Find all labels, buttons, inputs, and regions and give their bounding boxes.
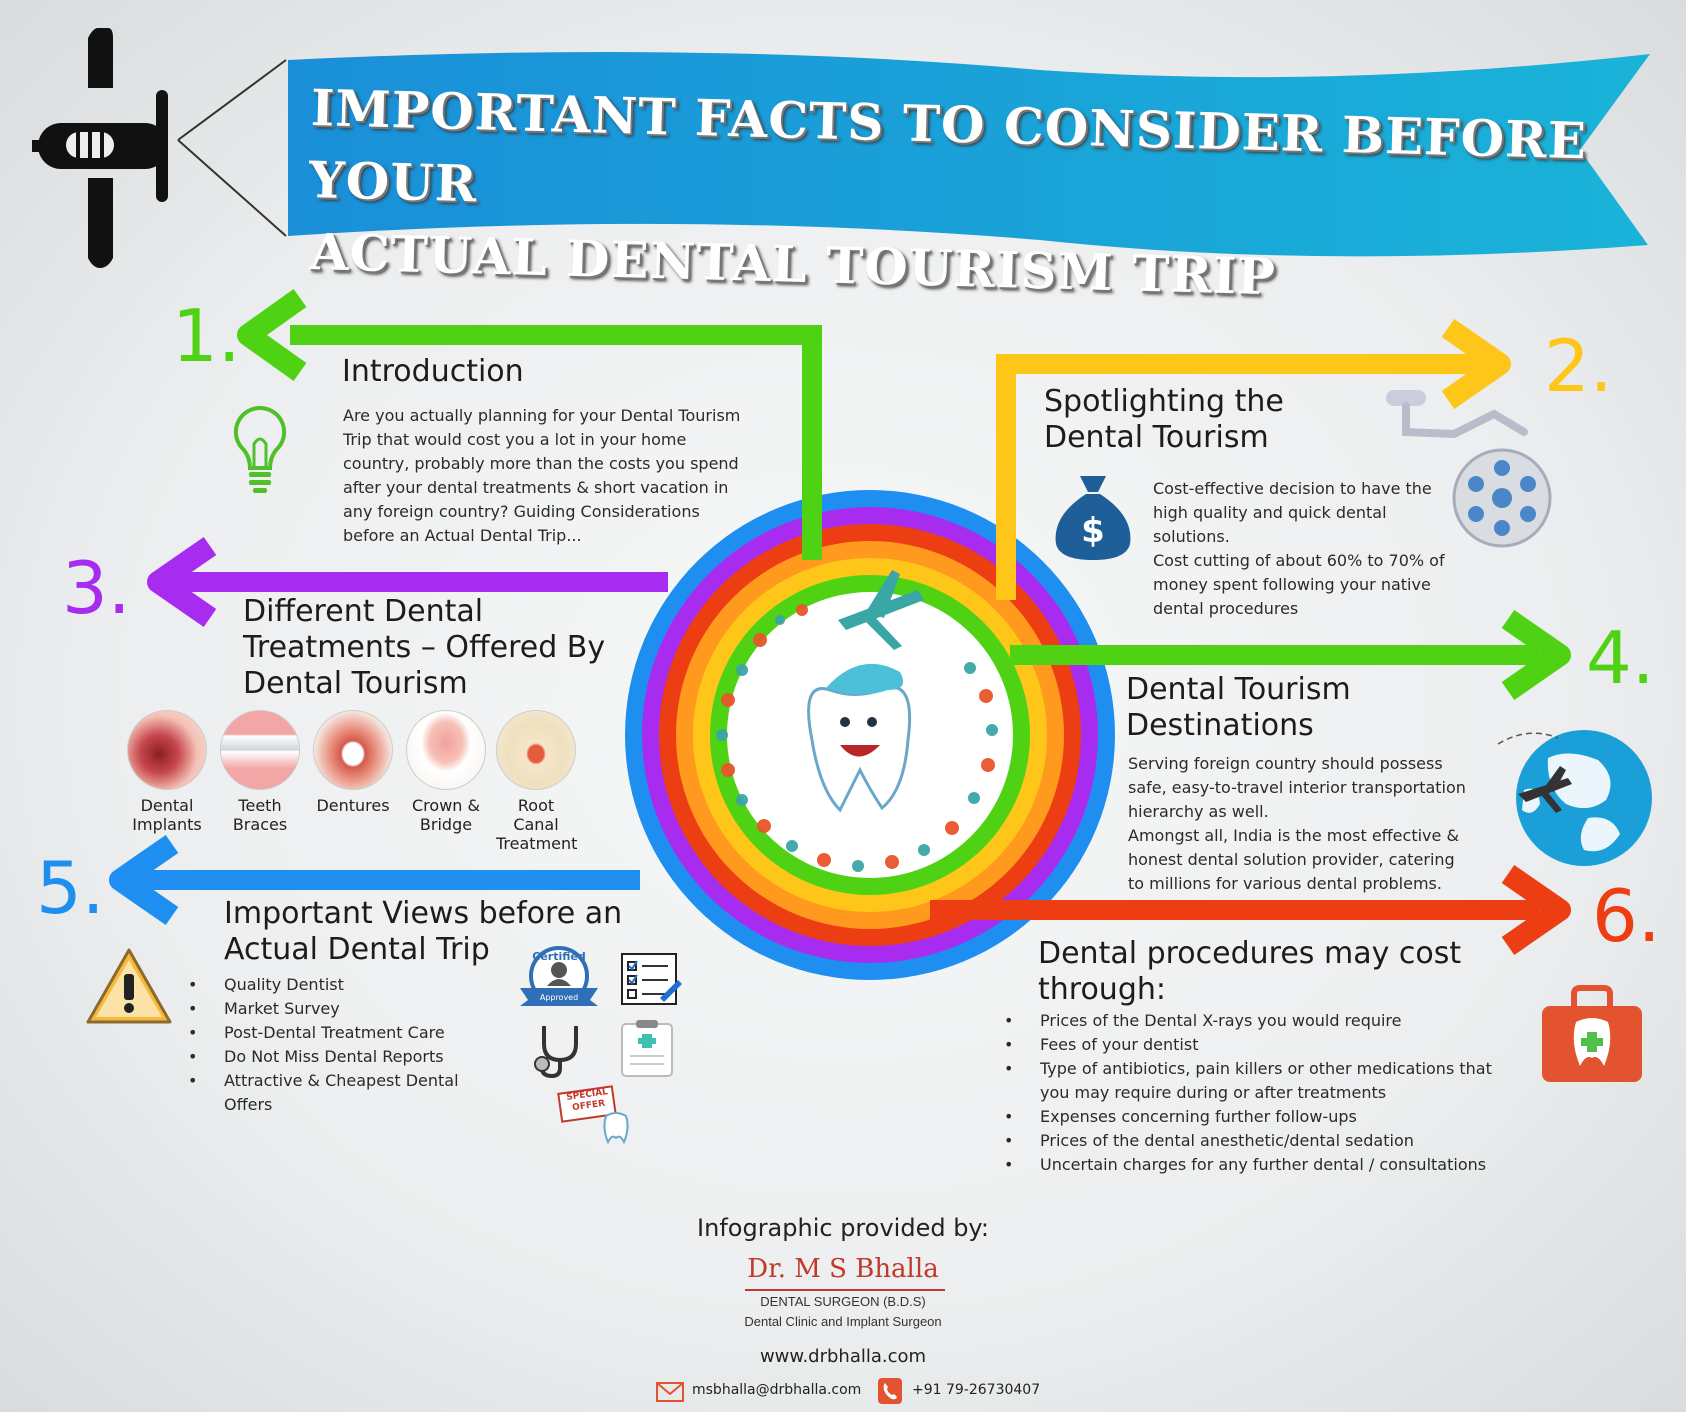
tooth-mascot-icon [807, 663, 912, 813]
treatment-label: Teeth Braces [232, 796, 288, 834]
section-2-body-1: Cost-effective decision to have the high… [1153, 479, 1432, 546]
treatment-crown-bridge: Crown & Bridge [406, 710, 486, 834]
list-item: Quality Dentist [188, 973, 488, 997]
section-1-body: Are you actually planning for your Denta… [343, 406, 741, 545]
warning-icon [86, 948, 172, 1024]
list-item: Type of antibiotics, pain killers or oth… [1004, 1057, 1524, 1105]
tow-lines [177, 59, 287, 237]
treatment-label: Crown & Bridge [412, 796, 480, 834]
list-item: Prices of the Dental X-rays you would re… [1004, 1009, 1524, 1033]
first-aid-kit-icon [1542, 985, 1642, 1082]
small-tooth-icon [603, 1112, 629, 1145]
clipboard-icon [621, 1020, 673, 1077]
provided-by-label: Infographic provided by: [697, 1214, 989, 1242]
list-item: Market Survey [188, 997, 488, 1021]
list-item: Attractive & Cheapest Dental Offers [188, 1069, 488, 1117]
doctor-qualification: DENTAL SURGEON (B.D.S) [760, 1294, 926, 1309]
list-item: Post-Dental Treatment Care [188, 1021, 488, 1045]
treatment-label: Root Canal Treatment [496, 796, 578, 853]
contact-email[interactable]: msbhalla@drbhalla.com [692, 1382, 862, 1398]
section-3-title: Different Dental Treatments – Offered By… [243, 594, 606, 701]
money-bag-icon: $ [1055, 476, 1131, 560]
list-item: Expenses concerning further follow-ups [1004, 1105, 1524, 1129]
phone-icon [878, 1378, 902, 1404]
lightbulb-icon [233, 405, 287, 493]
list-item: Do Not Miss Dental Reports [188, 1045, 488, 1069]
treatment-label: Dentures [316, 796, 390, 815]
section-6-number: 6. [1592, 874, 1661, 958]
treatment-teeth-braces: Teeth Braces [220, 710, 300, 834]
title-banner [288, 52, 1650, 257]
travel-icons-spiral [716, 604, 998, 872]
section-3-number: 3. [62, 546, 131, 630]
special-offer-stamp [557, 1085, 617, 1123]
website-link[interactable]: www.drbhalla.com [759, 1346, 927, 1367]
section-6-list: Prices of the Dental X-rays you would re… [1004, 1009, 1524, 1177]
email-icon [656, 1382, 684, 1402]
list-item: Prices of the dental anesthetic/dental s… [1004, 1129, 1524, 1153]
treatment-dental-implants: Dental Implants [127, 710, 207, 834]
stethoscope-icon [534, 1026, 578, 1079]
checklist-icon [621, 953, 682, 1005]
certified-badge-icon [520, 946, 598, 1006]
section-4-number: 4. [1586, 616, 1655, 700]
section-5-number: 5. [36, 846, 105, 930]
svg-text:$: $ [1081, 511, 1105, 551]
section-1-title: Introduction [342, 354, 524, 389]
clinic-name: Dental Clinic and Implant Surgeon [744, 1314, 942, 1329]
certified-badge-sub: Approved [539, 993, 579, 1002]
globe-icon [1497, 730, 1652, 866]
section-4-body-2: Amongst all, India is the most effective… [1128, 826, 1459, 893]
section-5-title: Important Views before an Actual Dental … [224, 896, 623, 967]
list-item: Fees of your dentist [1004, 1033, 1524, 1057]
section-2-body-2: Cost cutting of about 60% to 70% of mone… [1153, 551, 1445, 618]
small-airplane-icon [838, 570, 924, 650]
doctor-name-underline [745, 1289, 945, 1291]
list-item: Uncertain charges for any further dental… [1004, 1153, 1524, 1177]
section-2-title: Spotlighting the Dental Tourism [1044, 384, 1284, 455]
treatment-label: Dental Implants [132, 796, 202, 834]
doctor-name: Dr. M S Bhalla [747, 1254, 939, 1284]
section-1-number: 1. [172, 294, 241, 378]
section-4-title: Dental Tourism Destinations [1126, 672, 1351, 743]
certified-badge-text: Certified [532, 950, 586, 963]
contact-phone[interactable]: +91 79-26730407 [912, 1382, 1041, 1398]
section-6-title: Dental procedures may cost through: [1038, 936, 1462, 1007]
treatment-dentures: Dentures [313, 710, 393, 815]
section-4-body-1: Serving foreign country should possess s… [1128, 754, 1466, 821]
treatment-root-canal: Root Canal Treatment [496, 710, 578, 853]
section-5-list: Quality Dentist Market Survey Post-Denta… [188, 973, 488, 1117]
airplane-icon [32, 28, 168, 268]
surgical-lamp-icon [1386, 390, 1552, 548]
section-2-number: 2. [1544, 324, 1613, 408]
